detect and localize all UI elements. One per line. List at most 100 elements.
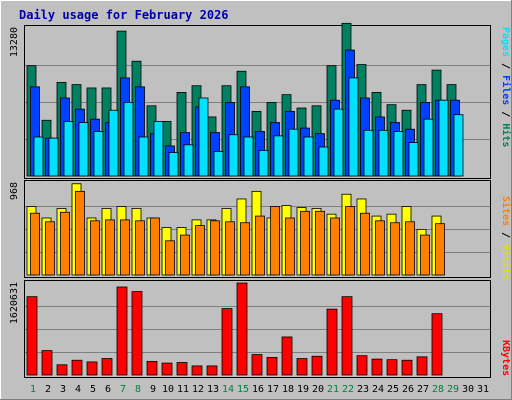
bar-kbytes-day-19 xyxy=(296,358,308,376)
x-tick-label-day-13: 13 xyxy=(207,384,219,395)
legend-kbytes: KBytes xyxy=(500,340,511,376)
bar-sites-day-1 xyxy=(30,212,40,276)
bar-sites-day-24 xyxy=(375,220,385,276)
x-tick-label-day-8: 8 xyxy=(135,384,141,395)
bar-kbytes-day-23 xyxy=(356,355,368,376)
bar-pages-day-3 xyxy=(63,120,74,177)
bar-pages-day-12 xyxy=(198,97,209,177)
bar-kbytes-day-16 xyxy=(251,354,263,376)
bar-sites-day-19 xyxy=(300,210,310,276)
x-tick-label-day-25: 25 xyxy=(387,384,399,395)
bar-kbytes-day-5 xyxy=(86,361,98,376)
bar-sites-day-23 xyxy=(360,212,370,276)
bar-sites-day-21 xyxy=(330,217,340,276)
bar-pages-day-14 xyxy=(228,134,239,177)
bar-kbytes-day-13 xyxy=(206,365,218,376)
bar-kbytes-day-20 xyxy=(311,355,323,376)
x-tick-label-day-7: 7 xyxy=(120,384,126,395)
bar-pages-day-26 xyxy=(408,142,419,177)
bar-pages-day-24 xyxy=(378,129,389,177)
bar-kbytes-day-6 xyxy=(101,358,113,376)
bar-sites-day-22 xyxy=(345,206,355,276)
bar-kbytes-day-24 xyxy=(371,358,383,376)
bar-pages-day-13 xyxy=(213,151,224,177)
bar-kbytes-day-21 xyxy=(326,308,338,376)
x-tick-label-day-28: 28 xyxy=(432,384,444,395)
legend-hits: Hits xyxy=(500,123,512,147)
bar-sites-day-25 xyxy=(390,222,400,276)
bar-sites-day-18 xyxy=(285,217,295,276)
x-tick-label-day-16: 16 xyxy=(252,384,264,395)
bar-pages-day-23 xyxy=(363,129,374,177)
bar-kbytes-day-1 xyxy=(26,296,38,376)
bar-kbytes-day-18 xyxy=(281,336,293,376)
bar-pages-day-16 xyxy=(258,149,269,177)
bar-sites-day-28 xyxy=(435,223,445,276)
legend-sep-2: / xyxy=(500,105,511,123)
x-tick-label-day-23: 23 xyxy=(357,384,369,395)
bar-pages-day-28 xyxy=(438,99,449,177)
bar-kbytes-day-8 xyxy=(131,291,143,376)
bar-sites-day-20 xyxy=(315,210,325,276)
x-tick-label-day-17: 17 xyxy=(267,384,279,395)
legend-files: Files xyxy=(500,75,512,105)
x-tick-label-day-14: 14 xyxy=(222,384,234,395)
bar-pages-day-11 xyxy=(183,144,194,177)
bar-sites-day-3 xyxy=(60,211,70,276)
legend-sep-1: / xyxy=(500,57,511,75)
x-tick-label-day-22: 22 xyxy=(342,384,354,395)
x-tick-label-day-18: 18 xyxy=(282,384,294,395)
bar-sites-day-5 xyxy=(90,220,100,276)
bar-sites-day-9 xyxy=(150,217,160,276)
bar-pages-day-7 xyxy=(123,102,134,177)
panel-hits-max-label: 13280 xyxy=(9,27,20,57)
bar-pages-day-2 xyxy=(48,137,59,177)
bar-sites-day-26 xyxy=(405,221,415,276)
bar-pages-day-19 xyxy=(303,136,314,177)
x-axis-day-labels: 1 2 3 4 5 6 7 8 9 10 11 12 13 14 15 16 17 18 19 20 21 22 23 24 2… xyxy=(30,384,489,395)
x-tick-label-day-21: 21 xyxy=(327,384,339,395)
legend-pages: Pages xyxy=(500,27,511,57)
bar-pages-day-21 xyxy=(333,108,344,177)
bar-pages-day-17 xyxy=(273,135,284,177)
x-tick-label-day-12: 12 xyxy=(192,384,204,395)
bar-kbytes-day-26 xyxy=(401,359,413,376)
x-tick-label-day-30: 30 xyxy=(462,384,474,395)
x-tick-label-day-19: 19 xyxy=(297,384,309,395)
bar-pages-day-29 xyxy=(453,114,464,177)
x-tick-label-day-5: 5 xyxy=(90,384,96,395)
x-tick-label-day-10: 10 xyxy=(162,384,174,395)
x-tick-label-day-20: 20 xyxy=(312,384,324,395)
chart-title: Daily usage for February 2026 xyxy=(19,8,229,22)
bar-sites-day-7 xyxy=(120,219,130,276)
bars xyxy=(26,22,464,376)
x-tick-label-day-31: 31 xyxy=(477,384,489,395)
bar-sites-day-15 xyxy=(240,222,250,276)
bar-pages-day-18 xyxy=(288,128,299,177)
bar-pages-day-6 xyxy=(108,109,119,177)
bar-pages-day-27 xyxy=(423,118,434,177)
bar-pages-day-8 xyxy=(138,136,149,177)
x-tick-label-day-24: 24 xyxy=(372,384,384,395)
bar-pages-day-20 xyxy=(318,146,329,177)
bar-kbytes-day-4 xyxy=(71,359,83,376)
bar-pages-day-22 xyxy=(348,77,359,177)
bar-kbytes-day-2 xyxy=(41,350,53,376)
bar-kbytes-day-22 xyxy=(341,296,353,376)
bar-sites-day-8 xyxy=(135,220,145,276)
legend-sep-3: / xyxy=(500,226,511,244)
bar-kbytes-day-28 xyxy=(431,313,443,376)
panel-kbytes-max-label: 1620631 xyxy=(9,282,20,324)
bar-sites-day-12 xyxy=(195,225,205,276)
bar-sites-day-17 xyxy=(270,206,280,276)
x-tick-label-day-29: 29 xyxy=(447,384,459,395)
legend-visits-sites: Sites / Visits xyxy=(500,196,512,280)
bar-sites-day-14 xyxy=(225,221,235,276)
bar-pages-day-5 xyxy=(93,131,104,177)
bar-kbytes-day-12 xyxy=(191,365,203,376)
bar-kbytes-day-27 xyxy=(416,356,428,376)
bar-pages-day-4 xyxy=(78,122,89,177)
bar-pages-day-15 xyxy=(243,136,254,177)
legend-sites: Sites xyxy=(500,196,512,226)
bar-sites-day-4 xyxy=(75,190,85,276)
